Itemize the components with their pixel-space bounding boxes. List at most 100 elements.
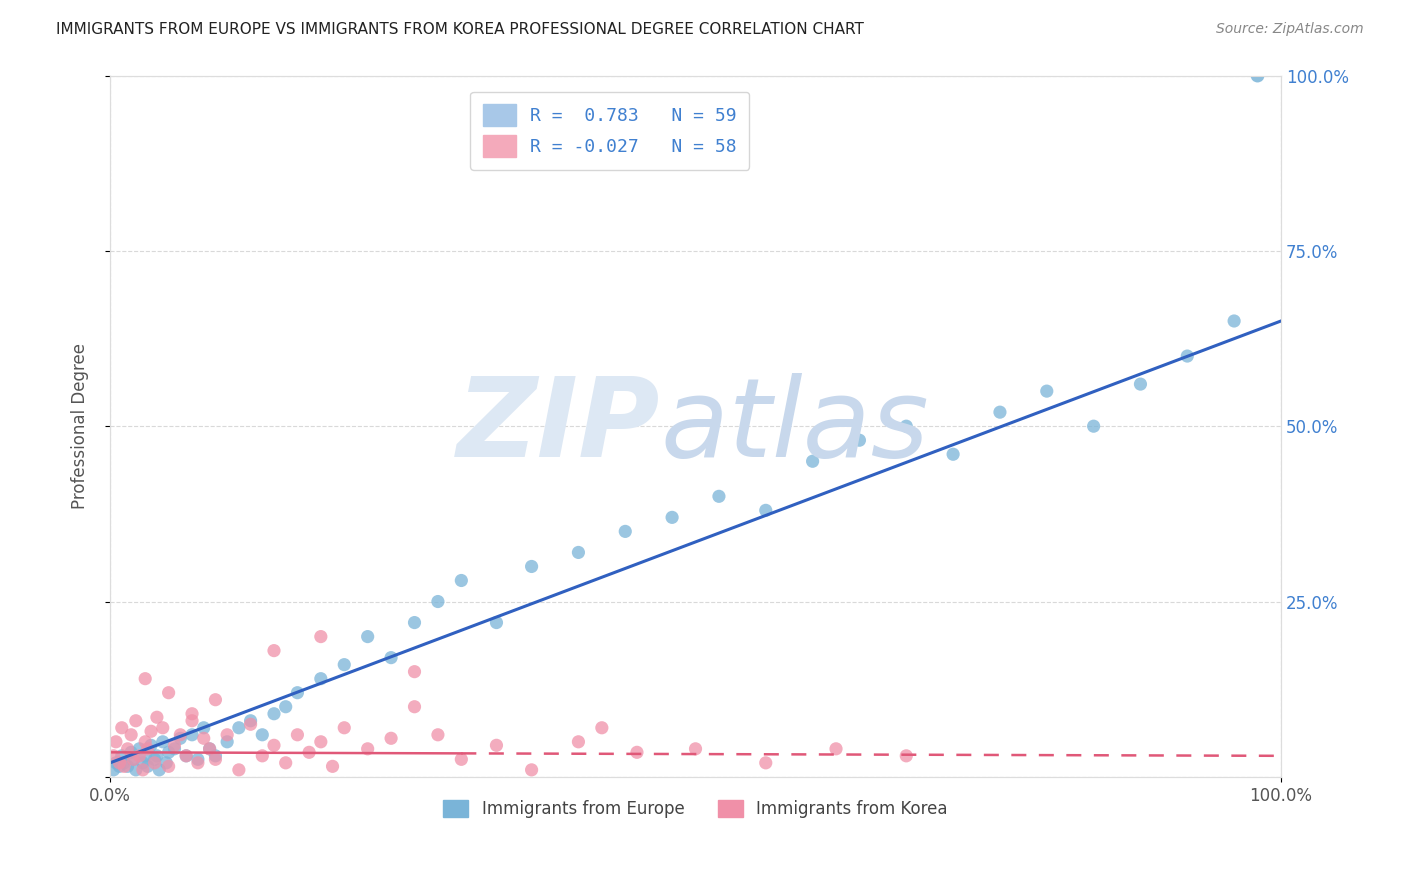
Point [825,741,848,756]
Point [181,714,204,728]
Point [404,665,426,679]
Point [239,714,262,728]
Point [591,721,613,735]
Point [309,735,332,749]
Point [380,731,402,746]
Point [169,728,191,742]
Point [169,731,191,746]
Point [1223,314,1246,328]
Point [520,763,543,777]
Point [112,756,135,770]
Point [356,741,378,756]
Point [426,728,449,742]
Point [204,692,226,706]
Text: Source: ZipAtlas.com: Source: ZipAtlas.com [1216,22,1364,37]
Point [132,763,155,777]
Point [111,721,134,735]
Point [181,728,204,742]
Point [112,759,135,773]
Point [801,454,824,468]
Point [333,657,356,672]
Point [287,686,309,700]
Point [520,559,543,574]
Point [122,752,145,766]
Point [263,643,285,657]
Point [485,739,508,753]
Point [380,650,402,665]
Point [274,699,297,714]
Point [896,748,918,763]
Point [204,748,226,763]
Point [896,419,918,434]
Legend: Immigrants from Europe, Immigrants from Korea: Immigrants from Europe, Immigrants from … [437,793,955,824]
Point [163,739,186,753]
Point [128,741,150,756]
Point [132,756,155,770]
Point [309,672,332,686]
Point [1129,377,1152,392]
Point [274,756,297,770]
Point [128,748,150,763]
Point [942,447,965,461]
Point [1036,384,1059,398]
Point [146,748,169,763]
Point [122,752,145,766]
Point [263,739,285,753]
Point [198,741,221,756]
Point [333,721,356,735]
Point [103,763,125,777]
Point [108,759,131,773]
Point [198,741,221,756]
Point [117,741,139,756]
Point [111,748,134,763]
Point [848,434,870,448]
Point [426,594,449,608]
Point [356,630,378,644]
Point [136,759,159,773]
Text: ZIP: ZIP [457,373,661,480]
Point [252,728,274,742]
Point [614,524,637,539]
Point [157,686,180,700]
Point [450,752,472,766]
Point [108,756,131,770]
Point [163,741,186,756]
Point [252,748,274,763]
Point [404,699,426,714]
Point [146,710,169,724]
Point [450,574,472,588]
Point [228,721,250,735]
Point [228,763,250,777]
Point [120,728,142,742]
Point [134,735,156,749]
Point [685,741,707,756]
Point [157,745,180,759]
Point [120,745,142,759]
Point [1083,419,1105,434]
Y-axis label: Professional Degree: Professional Degree [72,343,89,509]
Point [104,735,127,749]
Point [567,735,589,749]
Point [755,756,778,770]
Text: atlas: atlas [661,373,929,480]
Point [988,405,1011,419]
Point [187,756,209,770]
Point [134,748,156,763]
Point [134,672,156,686]
Point [239,717,262,731]
Point [298,745,321,759]
Point [204,752,226,766]
Point [1246,69,1268,83]
Point [148,763,170,777]
Point [322,759,344,773]
Point [155,756,177,770]
Point [217,728,239,742]
Point [567,545,589,559]
Point [626,745,648,759]
Point [143,752,166,766]
Point [103,748,125,763]
Point [404,615,426,630]
Point [263,706,285,721]
Point [181,706,204,721]
Point [125,714,148,728]
